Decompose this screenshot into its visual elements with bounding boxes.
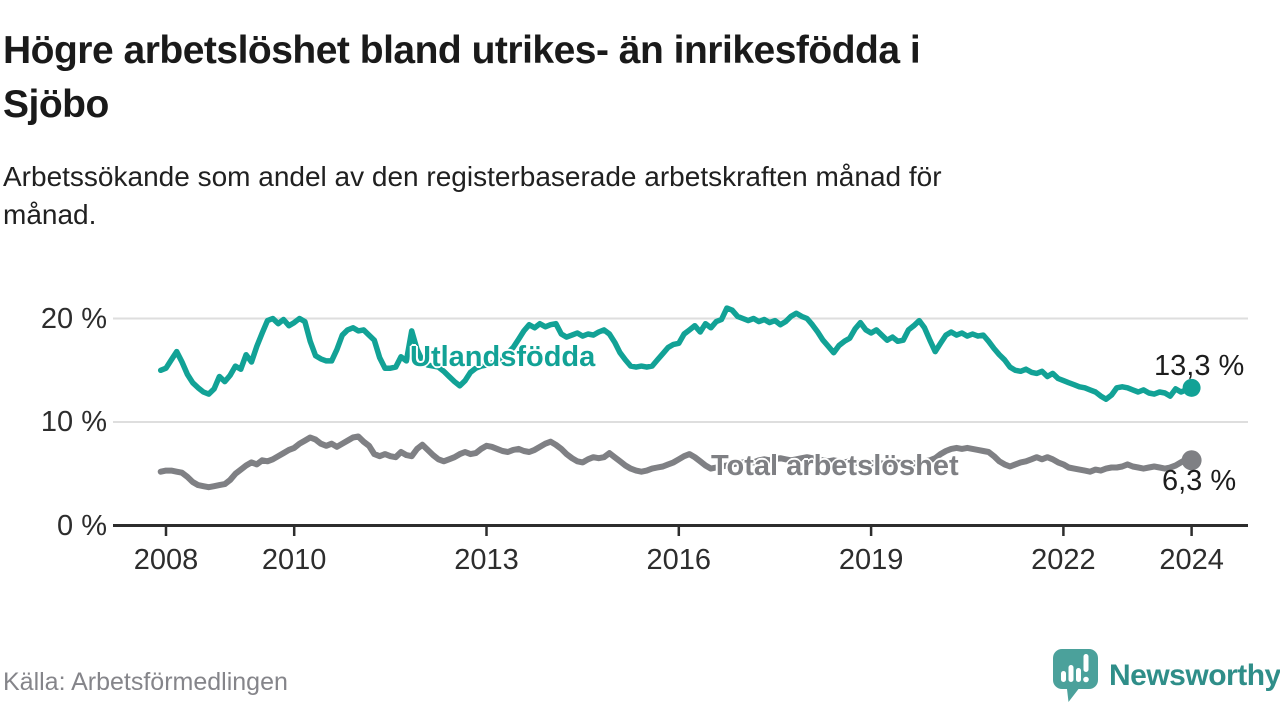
end-dot-utlandsfodda <box>1182 378 1201 397</box>
source-attribution: Källa: Arbetsförmedlingen <box>3 668 288 696</box>
x-tick-label-2010: 2010 <box>261 544 327 576</box>
y-tick-label-20: 20 % <box>40 302 107 335</box>
end-value-label-utlandsfodda: 13,3 % <box>1154 350 1245 382</box>
bar-1 <box>1061 671 1066 682</box>
exclamation-stem <box>1083 654 1089 672</box>
chart-subtitle: Arbetssökande som andel av den registerb… <box>3 158 1233 234</box>
chart-title-line-2: Sjöbo <box>3 83 109 126</box>
speech-bubble-shape <box>1053 649 1098 702</box>
series-label-utlandsfodda: Utlandsfödda <box>410 341 596 373</box>
x-tick-label-2019: 2019 <box>838 544 904 576</box>
line-total <box>157 433 1195 491</box>
chart-title-line-1: Högre arbetslöshet bland utrikes- än inr… <box>3 29 921 72</box>
newsworthy-logo: Newsworthy <box>1052 648 1280 703</box>
newsworthy-wordmark: Newsworthy <box>1109 658 1280 692</box>
bar-2 <box>1068 665 1074 682</box>
end-value-label-total: 6,3 % <box>1162 465 1237 497</box>
x-tick-label-2013: 2013 <box>454 544 519 576</box>
chart-subtitle-line-1: Arbetssökande som andel av den registerb… <box>3 161 942 192</box>
y-tick-label-0: 0 % <box>57 509 107 542</box>
bar-3 <box>1076 668 1081 682</box>
x-tick-label-2022: 2022 <box>1031 544 1096 576</box>
chart-title: Högre arbetslöshet bland utrikes- än inr… <box>3 24 1233 132</box>
exclamation-dot <box>1083 676 1089 683</box>
y-tick-label-10: 10 % <box>40 406 107 438</box>
series-label-total-arbetsloshet: Total arbetslöshet <box>711 450 959 482</box>
newsworthy-bubble-icon <box>1053 649 1098 702</box>
chart-subtitle-line-2: månad. <box>3 199 97 230</box>
line-utlandsfodda <box>157 305 1195 402</box>
x-tick-label-2024: 2024 <box>1159 544 1224 576</box>
x-tick-label-2008: 2008 <box>133 544 199 576</box>
end-dot-total <box>1181 450 1202 471</box>
x-tick-label-2016: 2016 <box>646 544 712 576</box>
